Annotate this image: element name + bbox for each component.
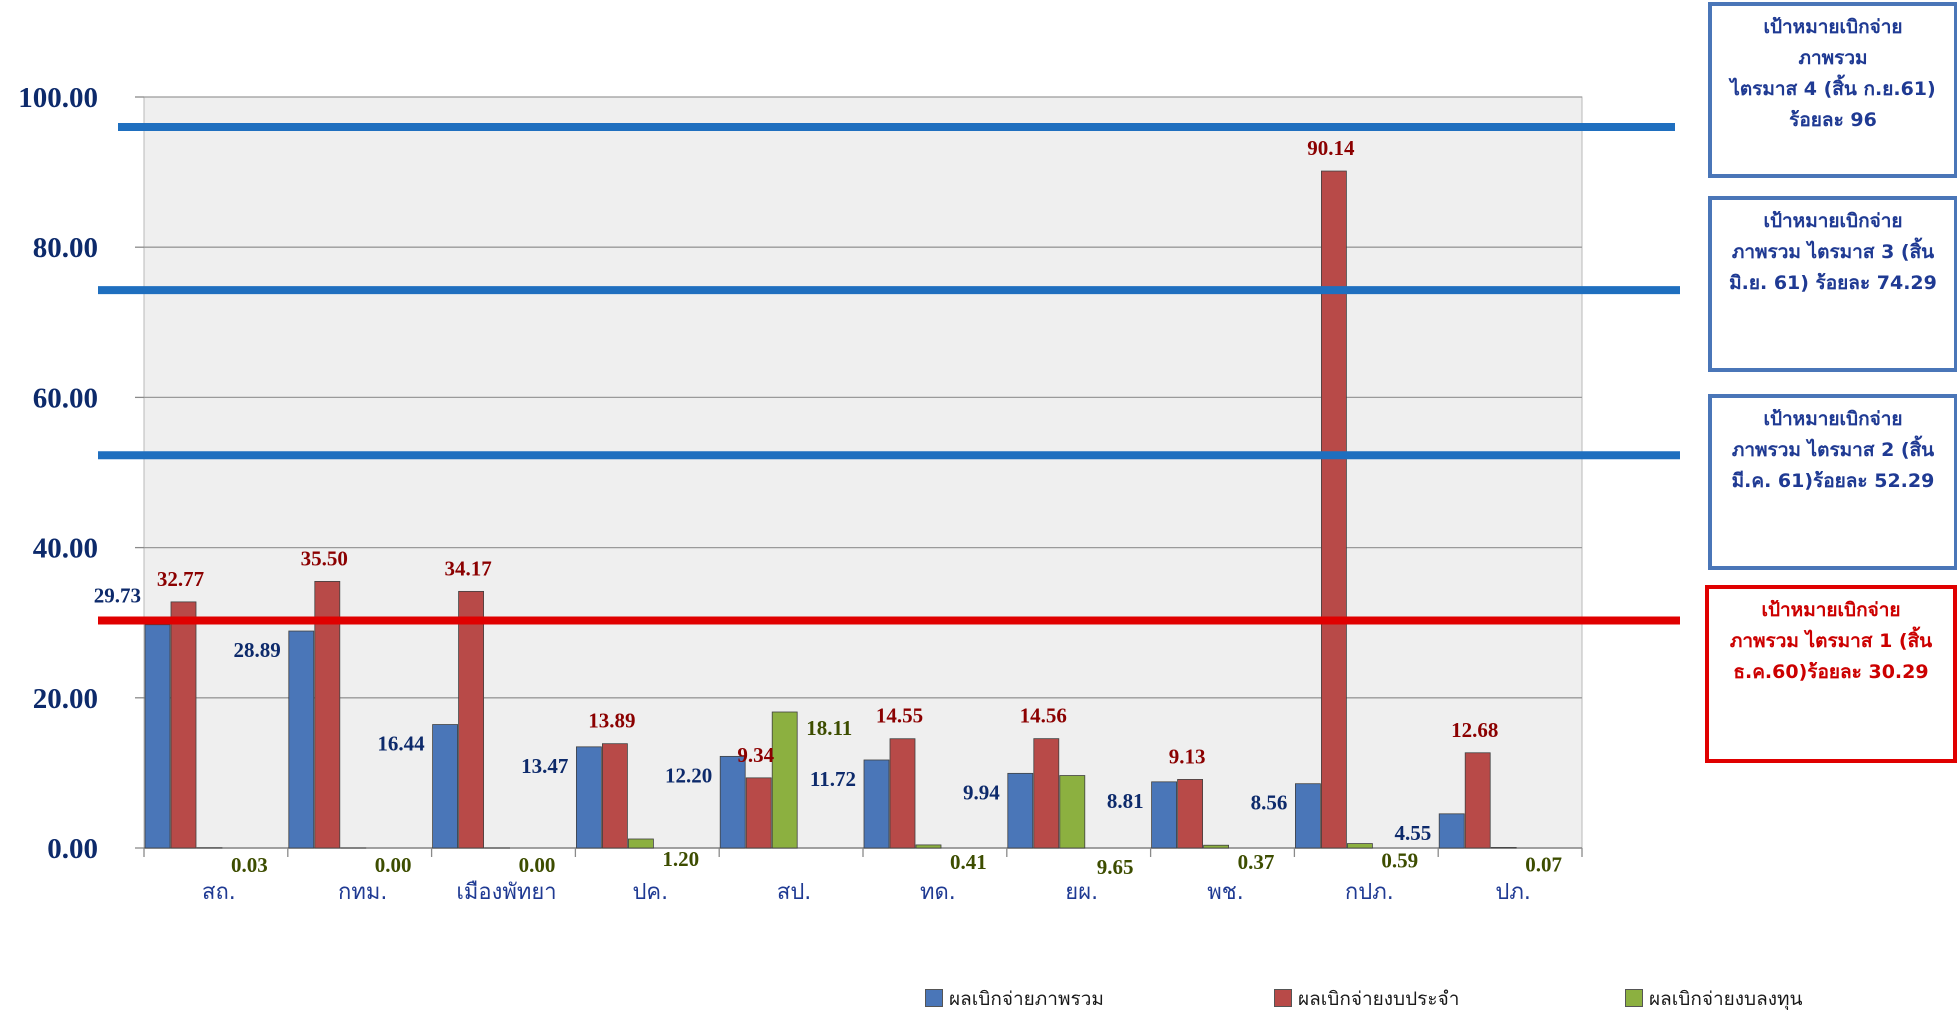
data-label: 14.55 bbox=[876, 704, 923, 728]
data-label: 90.14 bbox=[1307, 136, 1355, 160]
bar-investment bbox=[1491, 847, 1516, 848]
data-label: 4.55 bbox=[1394, 821, 1431, 845]
bar-overall bbox=[720, 756, 745, 848]
data-label: 13.89 bbox=[588, 709, 635, 733]
bar-investment bbox=[1204, 845, 1229, 848]
data-label: 9.34 bbox=[737, 743, 774, 767]
x-tick-label: กปภ. bbox=[1345, 880, 1394, 905]
data-label: 14.56 bbox=[1020, 704, 1067, 728]
data-label: 12.20 bbox=[665, 763, 712, 787]
legend-label-investment: ผลเบิกจ่ายงบลงทุน bbox=[1649, 988, 1803, 1010]
data-label: 18.11 bbox=[806, 716, 852, 740]
data-label: 11.72 bbox=[810, 767, 856, 791]
bar-recurring bbox=[602, 744, 627, 848]
x-tick-label: ยผ. bbox=[1065, 880, 1098, 905]
target-box-q4: เป้าหมายเบิกจ่าย ภาพรวม ไตรมาส 4 (สิ้น ก… bbox=[1708, 2, 1957, 178]
bar-recurring bbox=[1321, 171, 1346, 848]
bar-recurring bbox=[459, 591, 484, 848]
bar-overall bbox=[289, 631, 314, 848]
data-label: 13.47 bbox=[521, 754, 568, 778]
x-tick-label: กทม. bbox=[338, 880, 387, 905]
target-box-q3: เป้าหมายเบิกจ่าย ภาพรวม ไตรมาส 3 (สิ้น ม… bbox=[1708, 196, 1957, 372]
x-tick-label: ปค. bbox=[632, 880, 668, 905]
y-tick-label: 40.00 bbox=[33, 533, 98, 565]
x-tick-label: ปภ. bbox=[1495, 880, 1530, 905]
y-tick-label: 100.00 bbox=[18, 82, 98, 114]
data-label: 9.94 bbox=[963, 780, 1000, 804]
bar-overall bbox=[1439, 814, 1464, 848]
legend-swatch-overall bbox=[925, 989, 943, 1007]
legend-label-recurring: ผลเบิกจ่ายงบประจำ bbox=[1298, 988, 1459, 1010]
bar-overall bbox=[1152, 782, 1177, 848]
data-label: 0.37 bbox=[1238, 850, 1275, 874]
data-label: 0.07 bbox=[1525, 852, 1562, 876]
bar-overall bbox=[864, 760, 889, 848]
bar-overall bbox=[145, 625, 170, 848]
data-label: 16.44 bbox=[377, 732, 425, 756]
data-label: 8.81 bbox=[1107, 789, 1144, 813]
legend-swatch-investment bbox=[1625, 989, 1643, 1007]
data-label: 1.20 bbox=[662, 847, 699, 871]
legend-label-overall: ผลเบิกจ่ายภาพรวม bbox=[949, 988, 1104, 1010]
bar-investment bbox=[628, 839, 653, 848]
x-tick-label: สป. bbox=[777, 880, 811, 905]
bar-recurring bbox=[1034, 739, 1059, 848]
legend-item-overall: ผลเบิกจ่ายภาพรวม bbox=[925, 984, 1104, 1014]
data-label: 32.77 bbox=[157, 567, 204, 591]
x-tick-label: พช. bbox=[1207, 880, 1243, 905]
data-label: 29.73 bbox=[94, 584, 141, 608]
data-label: 12.68 bbox=[1451, 718, 1498, 742]
y-tick-label: 0.00 bbox=[47, 833, 98, 865]
bar-recurring bbox=[171, 602, 196, 848]
legend-swatch-recurring bbox=[1274, 989, 1292, 1007]
data-label: 34.17 bbox=[444, 556, 491, 580]
x-tick-label: สถ. bbox=[202, 880, 236, 905]
data-label: 9.13 bbox=[1169, 744, 1206, 768]
data-label: 0.00 bbox=[375, 853, 412, 877]
data-label: 0.03 bbox=[231, 853, 268, 877]
bar-overall bbox=[576, 747, 601, 848]
bar-overall bbox=[1295, 784, 1320, 848]
bar-investment bbox=[1347, 844, 1372, 848]
data-label: 8.56 bbox=[1251, 791, 1288, 815]
bar-recurring bbox=[1178, 779, 1203, 848]
bar-recurring bbox=[890, 739, 915, 848]
legend-item-investment: ผลเบิกจ่ายงบลงทุน bbox=[1625, 984, 1803, 1014]
data-label: 35.50 bbox=[301, 546, 348, 570]
data-label: 0.59 bbox=[1381, 849, 1418, 873]
data-label: 28.89 bbox=[234, 638, 281, 662]
plot-area bbox=[135, 97, 1582, 857]
bar-recurring bbox=[1465, 753, 1490, 848]
bar-investment bbox=[1060, 776, 1085, 848]
target-box-q1: เป้าหมายเบิกจ่าย ภาพรวม ไตรมาส 1 (สิ้น ธ… bbox=[1705, 585, 1957, 763]
plot-background bbox=[144, 97, 1582, 848]
bar-recurring bbox=[746, 778, 771, 848]
x-axis: สถ. กทม. เมืองพัทยา ปค. สป. ทด. ยผ. พช. กปภ. ปภ. bbox=[202, 880, 1531, 905]
data-label: 0.41 bbox=[950, 850, 987, 874]
data-label: 9.65 bbox=[1097, 855, 1134, 879]
y-tick-label: 60.00 bbox=[33, 382, 98, 414]
y-tick-label: 20.00 bbox=[33, 683, 98, 715]
legend-item-recurring: ผลเบิกจ่ายงบประจำ bbox=[1274, 984, 1459, 1014]
bar-overall bbox=[433, 725, 458, 848]
target-box-q2: เป้าหมายเบิกจ่าย ภาพรวม ไตรมาส 2 (สิ้น ม… bbox=[1708, 394, 1957, 570]
bar-overall bbox=[1008, 773, 1033, 848]
bar-investment bbox=[772, 712, 797, 848]
data-label: 0.00 bbox=[519, 853, 556, 877]
x-tick-label: ทด. bbox=[920, 880, 956, 905]
y-tick-label: 80.00 bbox=[33, 232, 98, 264]
bar-investment bbox=[916, 845, 941, 848]
y-axis: 0.00 20.00 40.00 60.00 80.00 100.00 bbox=[18, 82, 98, 865]
x-tick-label: เมืองพัทยา bbox=[456, 880, 556, 905]
